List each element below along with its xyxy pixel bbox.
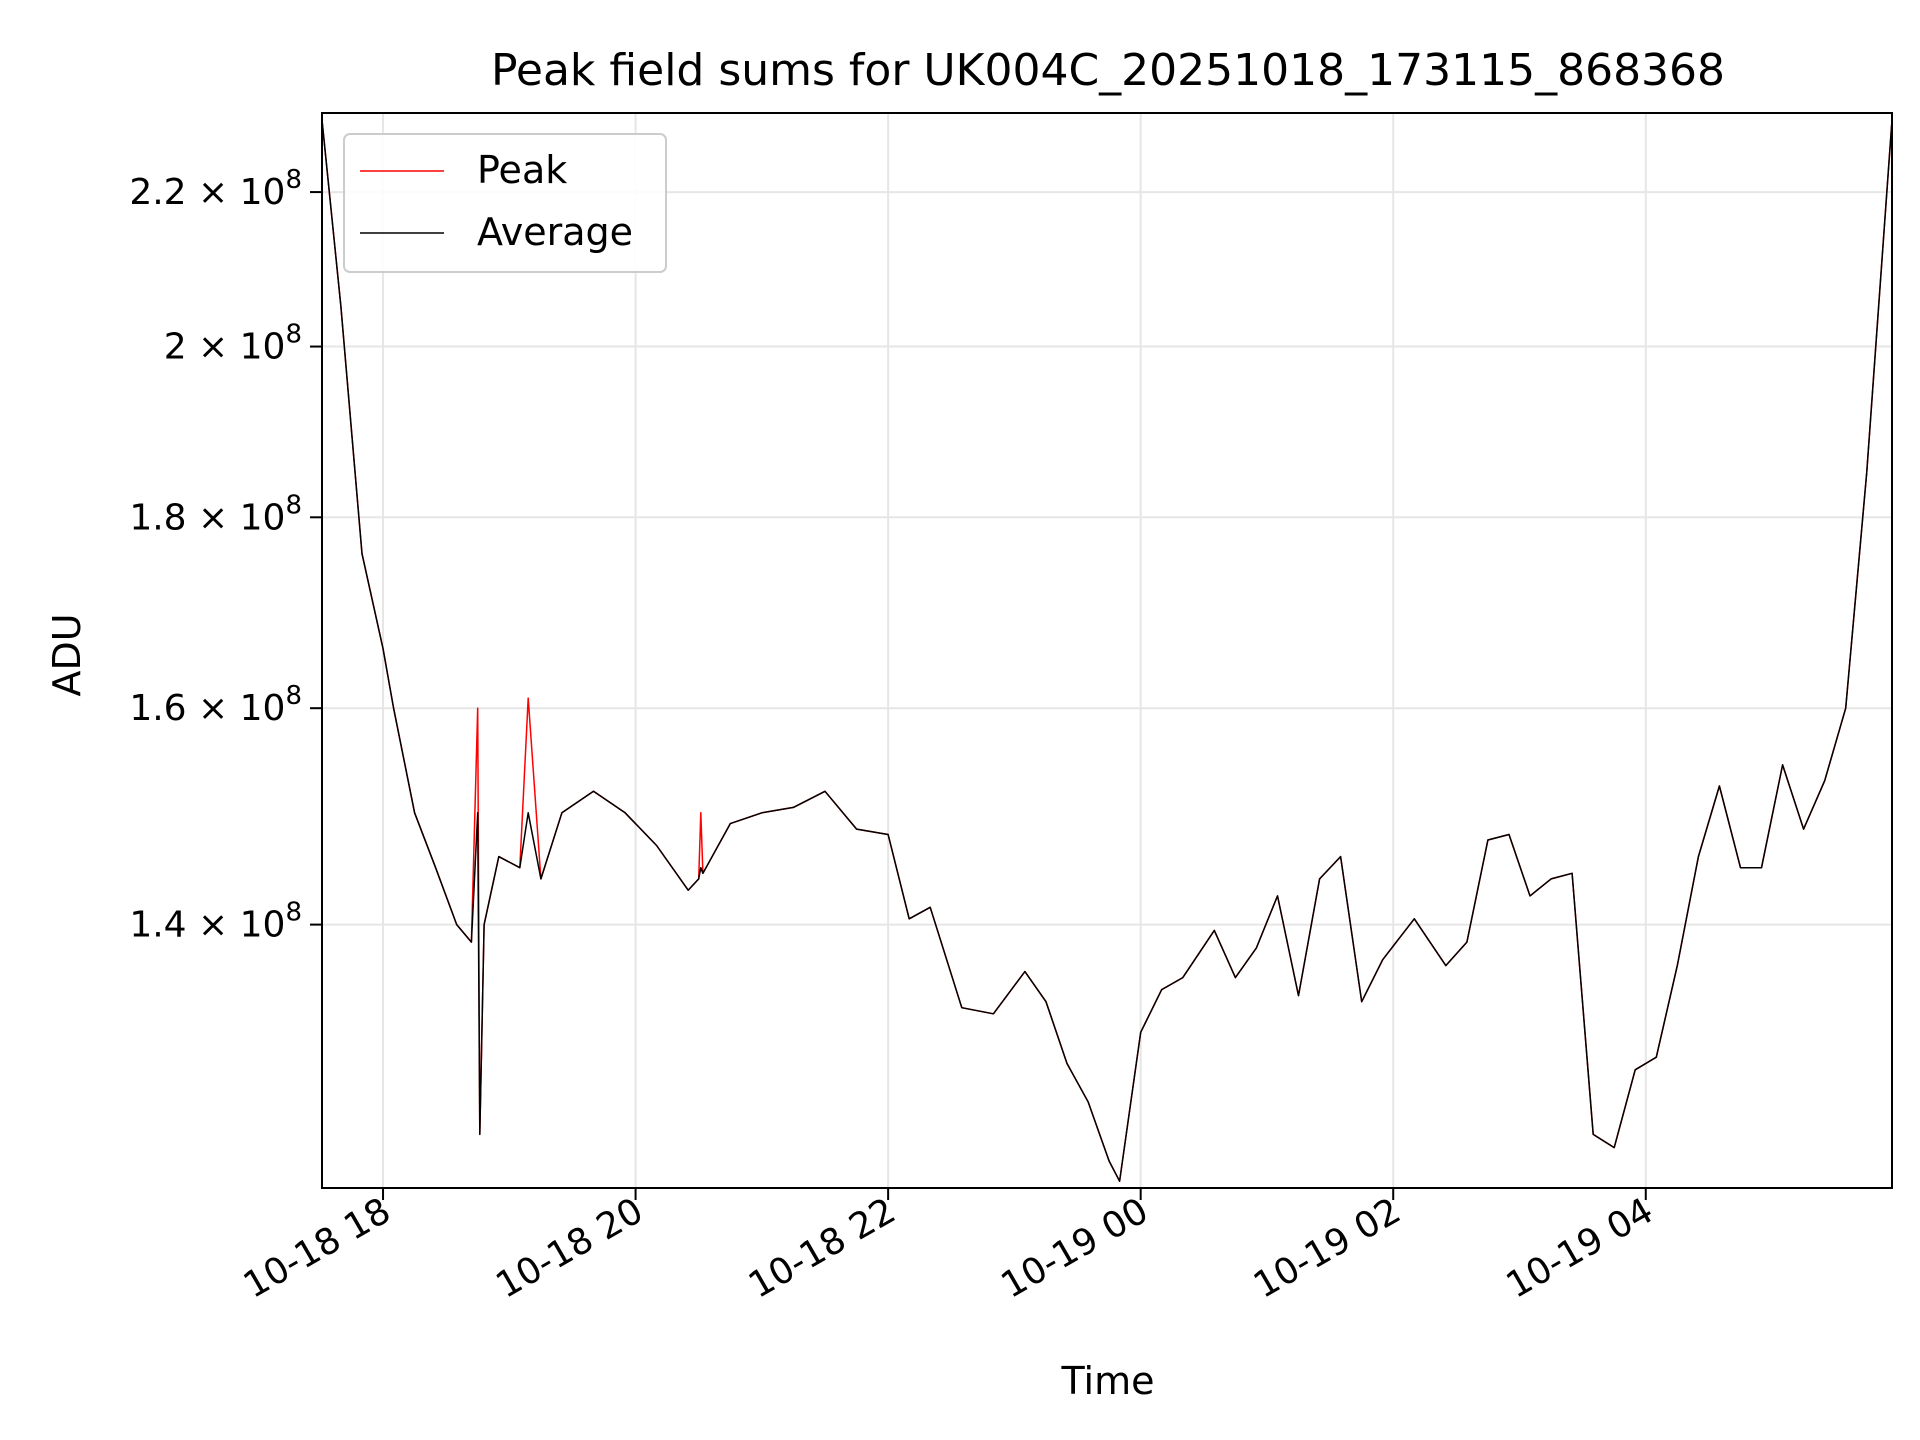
legend-box <box>343 133 667 273</box>
legend-label-peak: Peak <box>477 148 567 192</box>
legend-label-average: Average <box>477 210 633 254</box>
y-tick-label: 2 × 108 <box>164 320 302 368</box>
grid <box>322 113 1892 1188</box>
y-tick-label: 1.4 × 108 <box>129 898 302 946</box>
plot-area <box>321 119 1893 1182</box>
legend: Peak Average <box>343 133 667 273</box>
y-axis-label: ADU <box>45 613 89 696</box>
axes-frame <box>321 112 1893 1189</box>
y-tick-label: 2.2 × 108 <box>129 165 302 213</box>
y-tick-label: 1.6 × 108 <box>129 681 302 729</box>
x-axis-label: Time <box>1061 1359 1155 1403</box>
chart-title: Peak field sums for UK004C_20251018_1731… <box>491 45 1725 96</box>
series-line-average <box>321 119 1893 1182</box>
y-tick-label: 1.8 × 108 <box>129 490 302 538</box>
